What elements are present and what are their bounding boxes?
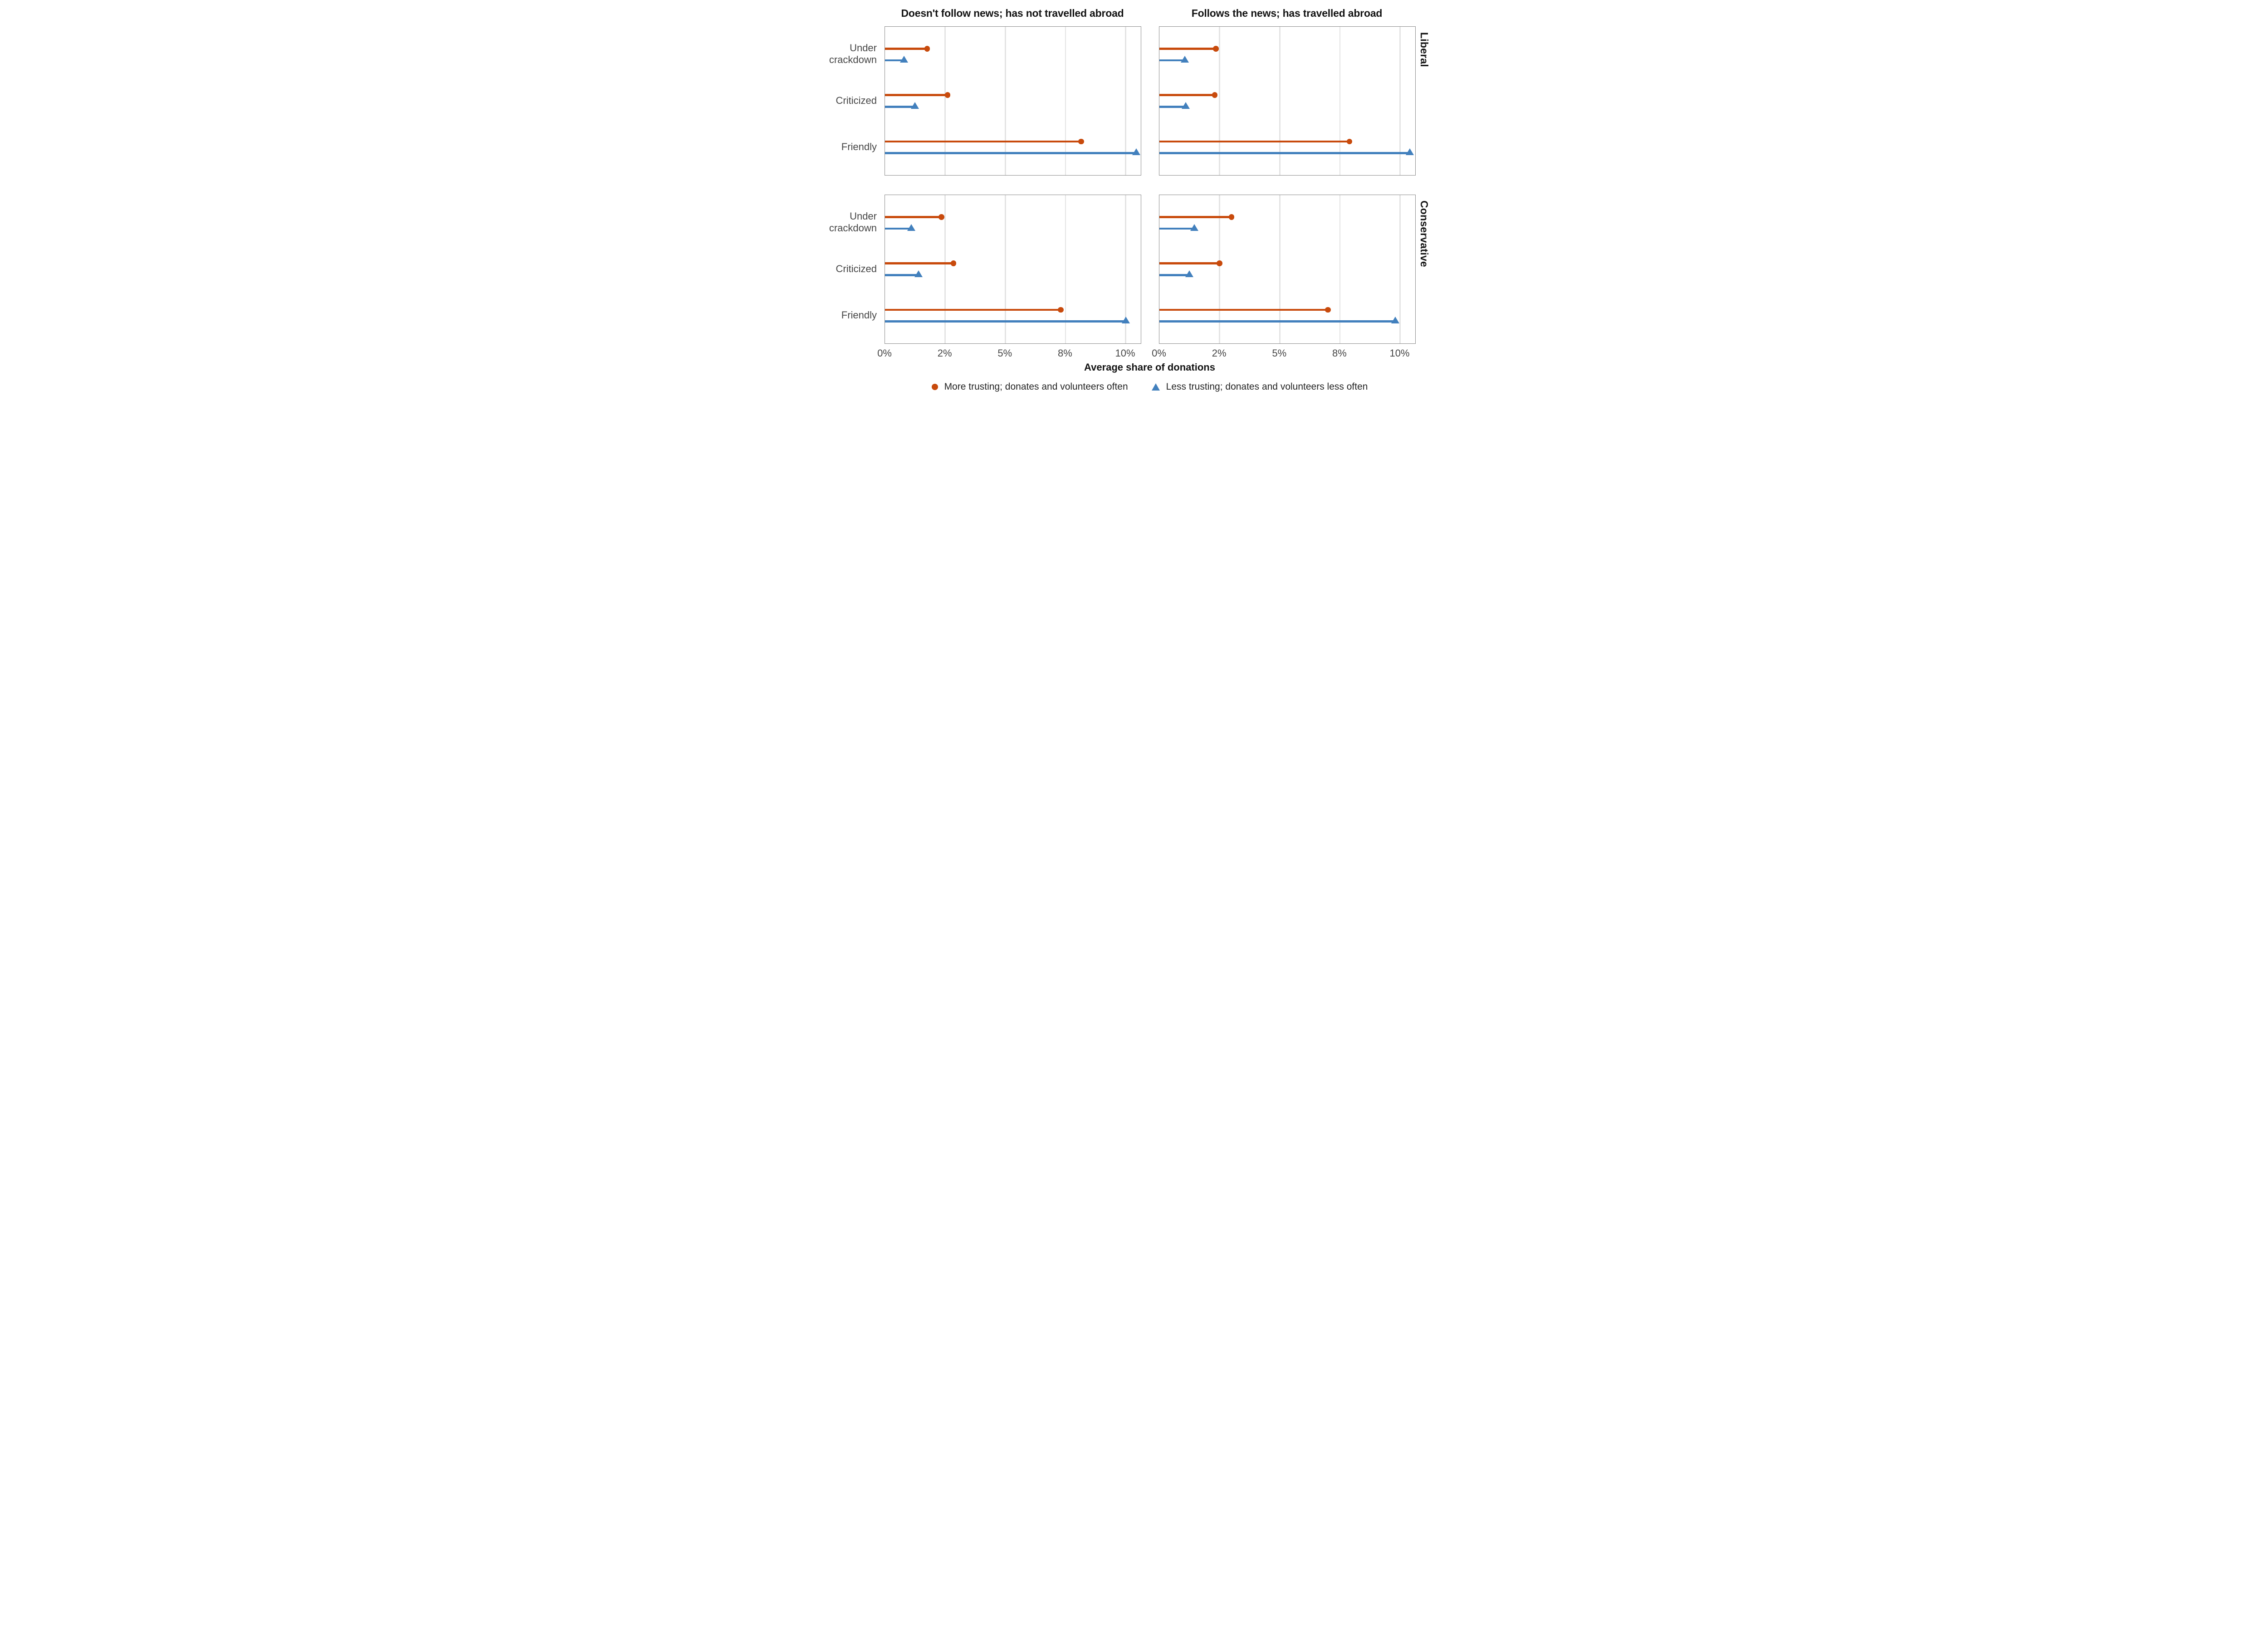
x-tick-label-0-5%: 5%: [997, 347, 1012, 359]
gridline-2%: [1219, 27, 1220, 175]
stem-less_trusting-friendly: [1159, 152, 1410, 154]
y-category-label-criticized: Criticized: [836, 263, 877, 274]
circle-marker-criticized: [944, 92, 951, 98]
x-tick-label-1-5%: 5%: [1272, 347, 1287, 359]
triangle-marker-under-crackdown: [1190, 224, 1198, 231]
stem-less_trusting-friendly: [1159, 320, 1395, 323]
triangle-marker-under-crackdown: [900, 55, 909, 63]
gridline-2%: [1219, 195, 1220, 343]
gridline-5%: [1005, 195, 1006, 343]
y-category-label-under-crackdown: Under crackdown: [829, 210, 877, 234]
stem-less_trusting-criticized: [885, 274, 919, 276]
circle-marker-criticized: [1217, 260, 1222, 266]
x-tick-label-1-8%: 8%: [1332, 347, 1347, 359]
stem-more_trusting-criticized: [885, 262, 954, 264]
stem-less_trusting-friendly: [885, 320, 1126, 323]
triangle-marker-criticized: [1182, 102, 1190, 109]
stem-more_trusting-friendly: [1159, 140, 1350, 143]
circle-marker-under-crackdown: [938, 214, 944, 220]
gridline-8%: [1339, 195, 1341, 343]
triangle-marker-under-crackdown: [907, 224, 916, 231]
panel-conservative-follows: [1159, 195, 1416, 344]
y-category-label-under-crackdown: Under crackdown: [829, 42, 877, 66]
gridline-5%: [1279, 195, 1281, 343]
stem-more_trusting-criticized: [1159, 262, 1220, 264]
legend-item-less-trusting: Less trusting; donates and volunteers le…: [1151, 381, 1368, 392]
panel-liberal-doesnt-follow: [885, 26, 1141, 176]
stem-more_trusting-friendly: [1159, 308, 1328, 311]
x-tick-label-1-2%: 2%: [1212, 347, 1227, 359]
x-tick-label-0-0%: 0%: [877, 347, 892, 359]
stem-less_trusting-under-crackdown: [885, 227, 912, 230]
gridline-2%: [944, 195, 946, 343]
circle-marker-criticized: [950, 260, 957, 266]
circle-marker-friendly: [1058, 307, 1064, 313]
stem-less_trusting-under-crackdown: [885, 59, 904, 62]
circle-marker-icon: [931, 384, 938, 390]
legend-item-more-trusting: More trusting; donates and volunteers of…: [931, 381, 1128, 392]
facet-column-title-right: Follows the news; has travelled abroad: [1191, 7, 1383, 19]
gridline-5%: [1005, 27, 1006, 175]
triangle-marker-criticized: [914, 270, 923, 277]
triangle-marker-criticized: [1185, 270, 1194, 277]
gridline-10%: [1399, 195, 1401, 343]
stem-more_trusting-under-crackdown: [885, 48, 927, 50]
facet-column-title-left: Doesn't follow news; has not travelled a…: [901, 7, 1124, 19]
y-category-label-criticized: Criticized: [836, 94, 877, 106]
stem-less_trusting-criticized: [1159, 274, 1190, 276]
stem-less_trusting-criticized: [885, 106, 915, 108]
triangle-marker-friendly: [1391, 316, 1399, 323]
stem-less_trusting-under-crackdown: [1159, 59, 1185, 62]
x-tick-label-1-0%: 0%: [1152, 347, 1166, 359]
circle-marker-criticized: [1212, 92, 1218, 98]
gridline-10%: [1125, 195, 1126, 343]
circle-marker-under-crackdown: [1213, 46, 1219, 52]
triangle-marker-friendly: [1132, 148, 1141, 155]
gridline-10%: [1125, 27, 1126, 175]
gridline-10%: [1399, 27, 1401, 175]
x-tick-label-1-10%: 10%: [1389, 347, 1410, 359]
x-tick-label-0-8%: 8%: [1058, 347, 1072, 359]
legend-label-less-trusting: Less trusting; donates and volunteers le…: [1166, 381, 1368, 392]
x-tick-label-0-10%: 10%: [1115, 347, 1135, 359]
circle-marker-friendly: [1346, 138, 1353, 145]
x-axis-title: Average share of donations: [1084, 362, 1215, 373]
triangle-marker-criticized: [911, 102, 919, 109]
stem-less_trusting-friendly: [885, 152, 1137, 154]
y-category-label-friendly: Friendly: [841, 141, 877, 152]
x-tick-label-0-2%: 2%: [937, 347, 952, 359]
facet-row-label-conservative: Conservative: [1418, 200, 1430, 267]
circle-marker-friendly: [1078, 138, 1084, 145]
circle-marker-friendly: [1325, 307, 1331, 313]
stem-less_trusting-criticized: [1159, 106, 1186, 108]
gridline-8%: [1065, 27, 1066, 175]
triangle-marker-under-crackdown: [1180, 55, 1189, 63]
stem-more_trusting-under-crackdown: [1159, 216, 1232, 218]
stem-more_trusting-friendly: [885, 140, 1081, 143]
stem-more_trusting-under-crackdown: [885, 216, 942, 218]
stem-more_trusting-criticized: [1159, 94, 1215, 96]
circle-marker-under-crackdown: [1228, 214, 1235, 220]
stem-less_trusting-under-crackdown: [1159, 227, 1194, 230]
y-category-label-friendly: Friendly: [841, 309, 877, 321]
legend-label-more-trusting: More trusting; donates and volunteers of…: [944, 381, 1128, 392]
triangle-marker-icon: [1151, 383, 1160, 391]
triangle-marker-friendly: [1121, 316, 1130, 323]
gridline-8%: [1339, 27, 1341, 175]
chart-figure: Doesn't follow news; has not travelled a…: [828, 0, 1440, 408]
stem-more_trusting-criticized: [885, 94, 948, 96]
gridline-2%: [944, 27, 946, 175]
stem-more_trusting-friendly: [885, 308, 1061, 311]
gridline-5%: [1279, 27, 1281, 175]
circle-marker-under-crackdown: [924, 46, 930, 52]
gridline-8%: [1065, 195, 1066, 343]
facet-row-label-liberal: Liberal: [1418, 32, 1430, 67]
panel-conservative-doesnt-follow: [885, 195, 1141, 344]
legend: More trusting; donates and volunteers of…: [885, 381, 1415, 392]
triangle-marker-friendly: [1405, 148, 1414, 155]
stem-more_trusting-under-crackdown: [1159, 48, 1216, 50]
panel-liberal-follows: [1159, 26, 1416, 176]
